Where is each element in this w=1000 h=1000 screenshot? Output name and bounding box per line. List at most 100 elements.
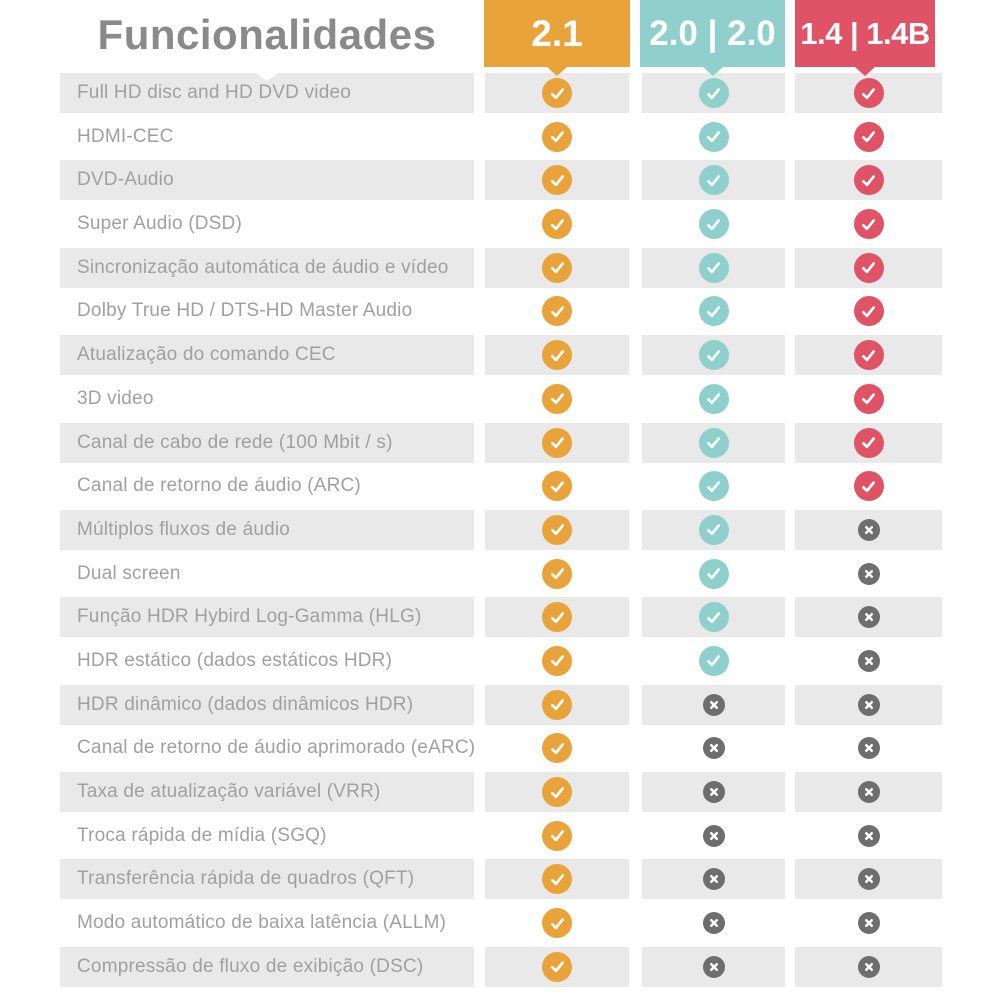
check-icon [698, 514, 729, 545]
check-icon [542, 733, 572, 764]
support-cell [795, 422, 942, 463]
check-icon [853, 427, 884, 458]
support-cell [795, 684, 942, 725]
support-cell [795, 816, 942, 856]
feature-cell: HDR estático (dados estáticos HDR) [60, 641, 474, 681]
check-icon [698, 602, 729, 633]
column-header-label: 2.0 | 2.0 [649, 13, 776, 53]
table-row: Função HDR Hybird Log-Gamma (HLG) [0, 597, 1000, 638]
support-cell [485, 379, 629, 419]
cross-icon [857, 606, 880, 629]
feature-cell: Função HDR Hybird Log-Gamma (HLG) [60, 597, 474, 638]
table-row: HDR dinâmico (dados dinâmicos HDR) [0, 684, 1000, 725]
support-cell [795, 204, 942, 244]
feature-label: 3D video [77, 387, 154, 409]
support-cell [485, 466, 629, 506]
table-row: Múltiplos fluxos de áudio [0, 509, 1000, 550]
feature-label: Troca rápida de mídia (SGQ) [77, 824, 327, 846]
support-cell [485, 597, 629, 638]
check-icon [542, 514, 572, 545]
feature-label: Compressão de fluxo de exibição (DSC) [77, 955, 424, 977]
cross-icon [857, 955, 880, 978]
feature-cell: HDMI-CEC [60, 117, 474, 157]
support-cell [642, 379, 785, 419]
table-header: Funcionalidades 2.1 2.0 | 2.0 1.4 | 1.4B [0, 0, 1000, 81]
support-cell [642, 772, 785, 812]
support-cell [795, 160, 942, 201]
check-icon [542, 209, 572, 240]
check-icon [542, 602, 572, 633]
check-icon [542, 427, 572, 458]
feature-cell: Canal de retorno de áudio aprimorado (eA… [60, 728, 475, 768]
cross-icon [857, 824, 880, 847]
cross-icon [702, 912, 725, 935]
table-row: Canal de retorno de áudio (ARC) [0, 466, 1000, 506]
cross-icon [857, 868, 880, 891]
support-cell [485, 335, 629, 376]
feature-cell: Transferência rápida de quadros (QFT) [60, 859, 474, 900]
check-icon [853, 340, 884, 371]
check-icon [698, 340, 729, 371]
support-cell [642, 816, 785, 856]
feature-cell: HDR dinâmico (dados dinâmicos HDR) [60, 684, 474, 725]
check-icon [853, 209, 884, 240]
feature-cell: Canal de cabo de rede (100 Mbit / s) [60, 422, 474, 463]
support-cell [485, 247, 629, 288]
feature-label: Atualização do comando CEC [77, 344, 336, 366]
table-row: Taxa de atualização variável (VRR) [0, 772, 1000, 812]
column-header-badge-3: 1.4 | 1.4B [795, 0, 935, 67]
support-cell [485, 422, 629, 463]
feature-label: Modo automático de baixa latência (ALLM) [77, 912, 447, 934]
check-icon [542, 340, 572, 371]
table-row: Full HD disc and HD DVD video [0, 73, 1000, 113]
support-cell [795, 554, 942, 594]
check-icon [542, 296, 572, 327]
table-row: Dual screen [0, 554, 1000, 594]
support-cell [485, 73, 629, 113]
check-icon [698, 165, 729, 196]
check-icon [698, 296, 729, 327]
feature-cell: Taxa de atualização variável (VRR) [60, 772, 474, 812]
support-cell [642, 204, 785, 244]
support-cell [642, 335, 785, 376]
support-cell [642, 509, 785, 550]
support-cell [795, 291, 942, 331]
check-icon [698, 209, 729, 240]
check-icon [853, 78, 884, 108]
check-icon [698, 427, 729, 458]
support-cell [642, 728, 785, 768]
table-row: Modo automático de baixa latência (ALLM) [0, 903, 1000, 943]
support-cell [485, 160, 629, 201]
cross-icon [857, 737, 880, 760]
page-title: Funcionalidades [97, 11, 437, 58]
check-icon [698, 78, 729, 108]
support-cell [485, 117, 629, 157]
feature-label: Sincronização automática de áudio e víde… [77, 256, 449, 278]
support-cell [485, 641, 629, 681]
check-icon [853, 471, 884, 502]
table-row: Sincronização automática de áudio e víde… [0, 247, 1000, 288]
support-cell [642, 641, 785, 681]
check-icon [542, 645, 572, 676]
support-cell [795, 728, 942, 768]
table-row: HDR estático (dados estáticos HDR) [0, 641, 1000, 681]
cross-icon [702, 693, 725, 716]
support-cell [485, 204, 629, 244]
feature-label: Dolby True HD / DTS-HD Master Audio [77, 300, 413, 322]
table-row: Canal de cabo de rede (100 Mbit / s) [0, 422, 1000, 463]
feature-label: Transferência rápida de quadros (QFT) [77, 868, 415, 890]
table-row: DVD-Audio [0, 160, 1000, 201]
support-cell [485, 903, 629, 943]
feature-cell: Atualização do comando CEC [60, 335, 474, 376]
feature-label: Dual screen [77, 562, 181, 584]
cross-icon [702, 955, 725, 978]
support-cell [795, 597, 942, 638]
feature-cell: Full HD disc and HD DVD video [60, 73, 474, 113]
table-row: Atualização do comando CEC [0, 335, 1000, 376]
feature-label: Super Audio (DSD) [77, 213, 242, 235]
support-cell [642, 859, 785, 900]
cross-icon [857, 693, 880, 716]
feature-cell: Sincronização automática de áudio e víde… [60, 247, 474, 288]
table-row: Dolby True HD / DTS-HD Master Audio [0, 291, 1000, 331]
